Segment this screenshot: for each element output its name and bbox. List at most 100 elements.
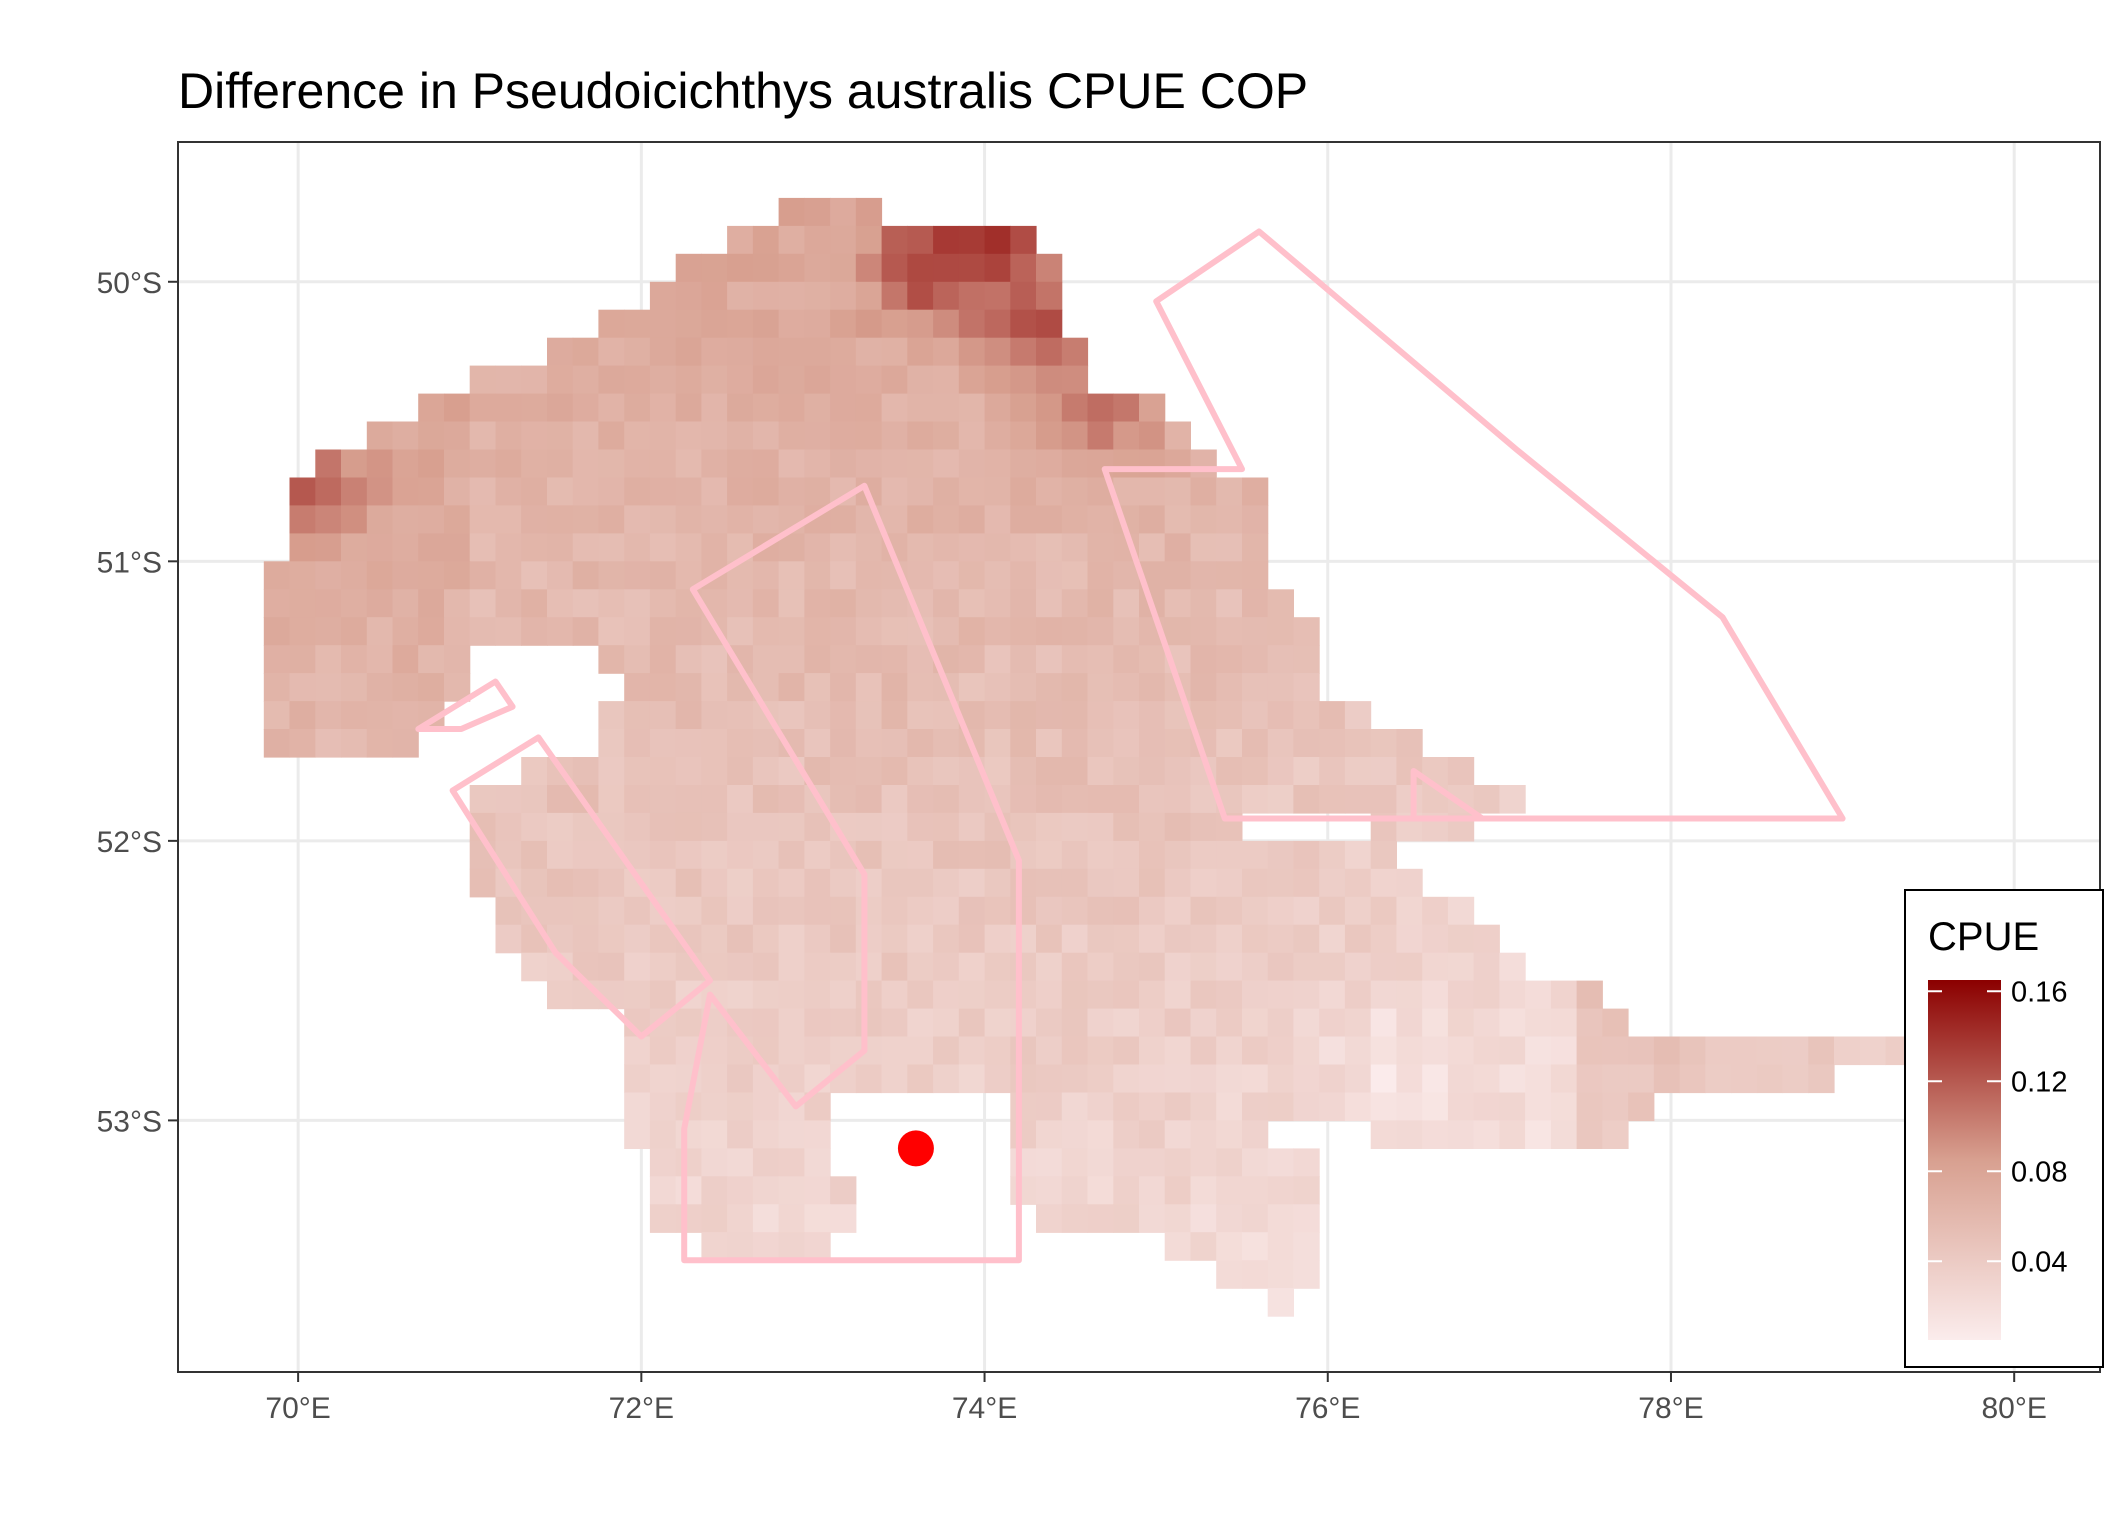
raster-cell [1164, 477, 1191, 507]
raster-cell [315, 533, 342, 562]
raster-cell [778, 701, 805, 730]
raster-cell [1396, 924, 1423, 954]
raster-cell [1087, 1148, 1114, 1177]
raster-cell [984, 505, 1011, 534]
raster-cell [1010, 1120, 1037, 1149]
raster-cell [830, 337, 857, 367]
raster-cell [907, 785, 934, 814]
raster-cell [727, 589, 754, 618]
raster-cell [547, 337, 574, 367]
raster-cell [1164, 1176, 1191, 1205]
raster-cell [1319, 952, 1346, 982]
raster-cell [1859, 1036, 1886, 1066]
raster-cell [289, 645, 316, 674]
raster-cell [1087, 533, 1114, 562]
raster-cell [984, 477, 1011, 507]
raster-cell [315, 645, 342, 674]
raster-cell [881, 952, 908, 982]
raster-cell [907, 281, 934, 311]
raster-cell [1010, 1176, 1037, 1205]
raster-cell [1242, 1260, 1269, 1289]
raster-cell [1113, 617, 1140, 646]
raster-cell [1010, 561, 1037, 590]
raster-cell [675, 421, 702, 451]
raster-cell [701, 1092, 728, 1122]
raster-cell [1216, 673, 1243, 702]
raster-cell [1113, 645, 1140, 674]
raster-cell [1036, 896, 1063, 926]
raster-cell [1010, 617, 1037, 646]
raster-cell [1190, 896, 1217, 926]
raster-cell [752, 1120, 780, 1149]
raster-cell [1190, 952, 1217, 982]
raster-cell [804, 645, 831, 674]
raster-cell [1087, 757, 1114, 786]
raster-cell [752, 785, 780, 814]
raster-cell [649, 757, 677, 786]
raster-cell [933, 225, 960, 255]
raster-cell [624, 896, 651, 926]
raster-cell [881, 757, 908, 786]
raster-cell [1087, 785, 1114, 814]
raster-cell [855, 617, 883, 646]
raster-cell [804, 1176, 831, 1205]
raster-cell [624, 1064, 651, 1094]
raster-cell [1061, 673, 1089, 702]
raster-cell [495, 421, 522, 451]
raster-cell [1216, 645, 1243, 674]
raster-cell [984, 365, 1011, 395]
raster-cell [675, 337, 702, 367]
raster-cell [855, 785, 883, 814]
raster-cell [1370, 1008, 1397, 1038]
location-point [897, 1130, 934, 1167]
raster-cell [1216, 1176, 1243, 1205]
raster-cell [341, 673, 368, 702]
raster-cell [1344, 1064, 1372, 1094]
raster-cell [675, 1120, 702, 1149]
raster-cell [1216, 896, 1243, 926]
x-tick-label-2: 74°E [952, 1392, 1017, 1425]
raster-cell [649, 505, 677, 534]
raster-cell [1113, 393, 1140, 423]
raster-cell [830, 449, 857, 479]
raster-cell [598, 421, 625, 451]
raster-cell [572, 365, 599, 395]
y-tick-label-1: 51°S [97, 546, 162, 579]
raster-cell [701, 477, 728, 507]
raster-cell [830, 980, 857, 1010]
raster-cell [289, 477, 316, 507]
raster-cell [418, 617, 445, 646]
raster-cell [366, 505, 394, 534]
raster-cell [958, 617, 986, 646]
raster-cell [778, 868, 805, 898]
raster-cell [521, 393, 548, 423]
closure-polygon-1 [681, 482, 1022, 1264]
raster-cell [1061, 365, 1089, 395]
raster-cell [547, 505, 574, 534]
raster-cell [1370, 1036, 1397, 1066]
raster-cell [804, 589, 831, 618]
raster-cell [598, 701, 625, 730]
raster-cell [933, 589, 960, 618]
raster-cell [1061, 729, 1089, 758]
raster-cell [778, 1148, 805, 1177]
raster-cell [392, 645, 419, 674]
raster-cell [1396, 1008, 1423, 1038]
raster-cell [1087, 617, 1114, 646]
raster-cell [598, 785, 625, 814]
raster-cell [984, 924, 1011, 954]
raster-cell [1242, 1232, 1269, 1261]
raster-cell [701, 393, 728, 423]
raster-cell [1396, 868, 1423, 898]
raster-cell [727, 421, 754, 451]
raster-cell [855, 1064, 883, 1094]
raster-cell [855, 868, 883, 898]
raster-cell [315, 617, 342, 646]
raster-cell [624, 701, 651, 730]
raster-cell [1190, 980, 1217, 1010]
raster-cell [418, 645, 445, 674]
raster-cell [855, 952, 883, 982]
raster-cell [1164, 896, 1191, 926]
raster-cell [418, 421, 445, 451]
raster-cell [1139, 812, 1166, 842]
